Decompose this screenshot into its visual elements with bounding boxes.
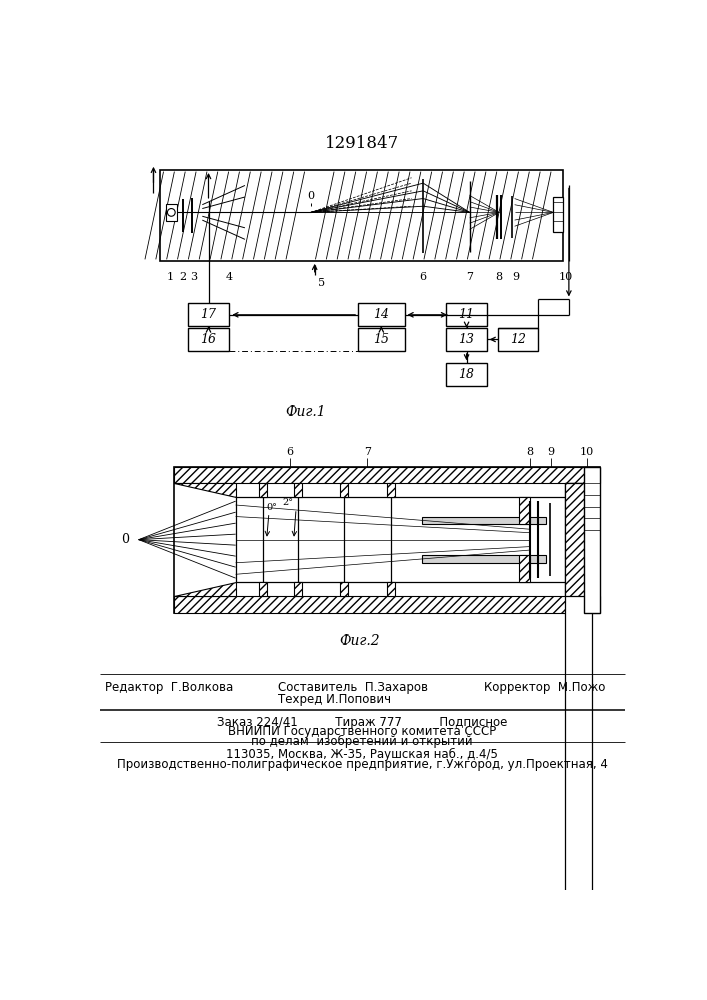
Text: 6: 6 bbox=[420, 272, 427, 282]
Text: 113035, Москва, Ж-35, Раушская наб., д.4/5: 113035, Москва, Ж-35, Раушская наб., д.4… bbox=[226, 748, 498, 761]
Text: Фиг.1: Фиг.1 bbox=[285, 405, 326, 419]
Bar bbox=[174, 466, 600, 613]
Bar bbox=[293, 483, 301, 497]
Bar bbox=[565, 483, 592, 596]
Bar bbox=[340, 483, 348, 497]
Circle shape bbox=[168, 209, 175, 216]
Text: 0: 0 bbox=[122, 533, 129, 546]
Text: 8: 8 bbox=[495, 272, 502, 282]
Bar bbox=[446, 328, 486, 351]
Text: 13: 13 bbox=[459, 333, 474, 346]
Text: 0°: 0° bbox=[267, 503, 278, 512]
Text: 3: 3 bbox=[190, 272, 197, 282]
Text: 0: 0 bbox=[308, 191, 315, 201]
Text: 16: 16 bbox=[201, 333, 216, 346]
Bar bbox=[446, 363, 486, 386]
Bar bbox=[421, 517, 546, 524]
Bar bbox=[387, 483, 395, 497]
Bar bbox=[160, 170, 563, 261]
Text: Производственно-полиграфическое предприятие, г.Ужгород, ул.Проектная, 4: Производственно-полиграфическое предприя… bbox=[117, 758, 607, 771]
Text: 4: 4 bbox=[226, 272, 233, 282]
Text: Корректор  М.Пожо: Корректор М.Пожо bbox=[484, 681, 605, 694]
Text: 15: 15 bbox=[373, 333, 390, 346]
Bar bbox=[554, 197, 563, 232]
Text: Фиг.2: Фиг.2 bbox=[339, 634, 380, 648]
Text: 2: 2 bbox=[180, 272, 187, 282]
Text: Редактор  Г.Волкова: Редактор Г.Волкова bbox=[105, 681, 234, 694]
Bar bbox=[446, 303, 486, 326]
Text: 12: 12 bbox=[510, 333, 526, 346]
Bar bbox=[187, 328, 230, 351]
Text: 5: 5 bbox=[317, 278, 325, 288]
Bar bbox=[259, 483, 267, 497]
Bar bbox=[166, 204, 177, 221]
Bar bbox=[498, 328, 538, 351]
Text: Заказ 224/41          Тираж 777          Подписное: Заказ 224/41 Тираж 777 Подписное bbox=[217, 716, 507, 729]
Text: Составитель  П.Захаров: Составитель П.Захаров bbox=[279, 681, 428, 694]
Bar bbox=[518, 497, 530, 524]
Polygon shape bbox=[174, 582, 235, 596]
Bar bbox=[518, 555, 530, 582]
Bar bbox=[174, 596, 600, 613]
Text: 14: 14 bbox=[373, 308, 390, 321]
Text: 9: 9 bbox=[547, 447, 554, 457]
Bar bbox=[421, 555, 546, 563]
Bar bbox=[235, 497, 569, 582]
Text: 1: 1 bbox=[167, 272, 174, 282]
Bar bbox=[585, 466, 600, 613]
Bar bbox=[293, 582, 301, 596]
Bar bbox=[387, 582, 395, 596]
Bar bbox=[340, 582, 348, 596]
Bar bbox=[565, 483, 592, 942]
Text: 2°: 2° bbox=[283, 498, 293, 507]
Text: 18: 18 bbox=[459, 368, 474, 381]
Text: 11: 11 bbox=[459, 308, 474, 321]
Bar bbox=[358, 303, 404, 326]
Text: 10: 10 bbox=[580, 447, 594, 457]
Text: 7: 7 bbox=[466, 272, 473, 282]
Text: 9: 9 bbox=[512, 272, 519, 282]
Bar bbox=[174, 466, 600, 483]
Bar bbox=[187, 303, 230, 326]
Text: 7: 7 bbox=[364, 447, 371, 457]
Text: по делам  изобретений и открытий: по делам изобретений и открытий bbox=[251, 734, 473, 748]
Text: 1291847: 1291847 bbox=[325, 135, 399, 152]
Text: 6: 6 bbox=[286, 447, 293, 457]
Text: 8: 8 bbox=[527, 447, 534, 457]
Text: ВНИИПИ Государственного комитета СССР: ВНИИПИ Государственного комитета СССР bbox=[228, 725, 496, 738]
Bar bbox=[358, 328, 404, 351]
Text: 10: 10 bbox=[559, 272, 573, 282]
Text: 17: 17 bbox=[201, 308, 216, 321]
Polygon shape bbox=[174, 483, 235, 497]
Text: Техред И.Попович: Техред И.Попович bbox=[279, 693, 392, 706]
Bar bbox=[259, 582, 267, 596]
